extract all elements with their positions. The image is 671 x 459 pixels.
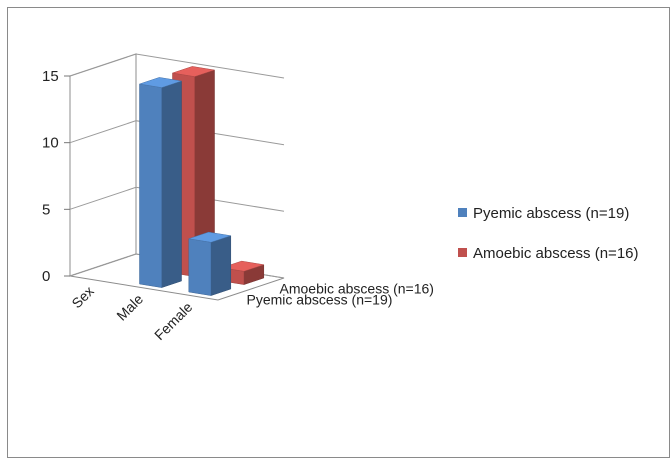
- chart-frame: [7, 7, 670, 458]
- x-tick-label: Sex: [68, 283, 96, 311]
- y-tick-label: 0: [42, 268, 50, 285]
- y-tick-label: 10: [42, 135, 59, 152]
- bar-top: [188, 231, 231, 243]
- legend-item-amoebic: Amoebic abscess (n=16): [458, 245, 639, 262]
- y-tick-label: 5: [42, 201, 50, 218]
- bar-top: [139, 77, 182, 88]
- depth-axis-label: Amoebic abscess (n=16): [280, 281, 434, 297]
- depth-axis-label: Pyemic abscess (n=19): [247, 292, 393, 308]
- bar-front: [188, 238, 212, 296]
- gridline: [69, 120, 285, 146]
- bar-side: [210, 235, 232, 296]
- axis-layer: [64, 75, 70, 277]
- legend-item-pyemic: Pyemic abscess (n=19): [458, 205, 629, 222]
- label-layer: 0 5 10 15 Sex Male Female Pyemic abscess (n=19)…: [42, 68, 434, 343]
- legend-label-pyemic: Pyemic abscess (n=19): [473, 205, 630, 222]
- legend-swatch-pyemic: [458, 208, 467, 217]
- bar: [188, 231, 232, 296]
- bar: [139, 77, 182, 288]
- bar-side: [161, 80, 182, 288]
- x-tick-label: Male: [113, 291, 146, 324]
- gridline: [69, 53, 285, 79]
- bar-top: [221, 260, 264, 272]
- bar-front: [139, 83, 162, 288]
- gridline: [69, 186, 285, 212]
- side-wall: [69, 53, 137, 277]
- bar-layer: [139, 66, 265, 296]
- legend-swatch-amoebic: [458, 248, 467, 257]
- y-tick-label: 15: [42, 68, 59, 85]
- bar-top: [172, 66, 215, 77]
- x-tick-label: Female: [151, 299, 195, 343]
- legend-label-amoebic: Amoebic abscess (n=16): [473, 245, 639, 262]
